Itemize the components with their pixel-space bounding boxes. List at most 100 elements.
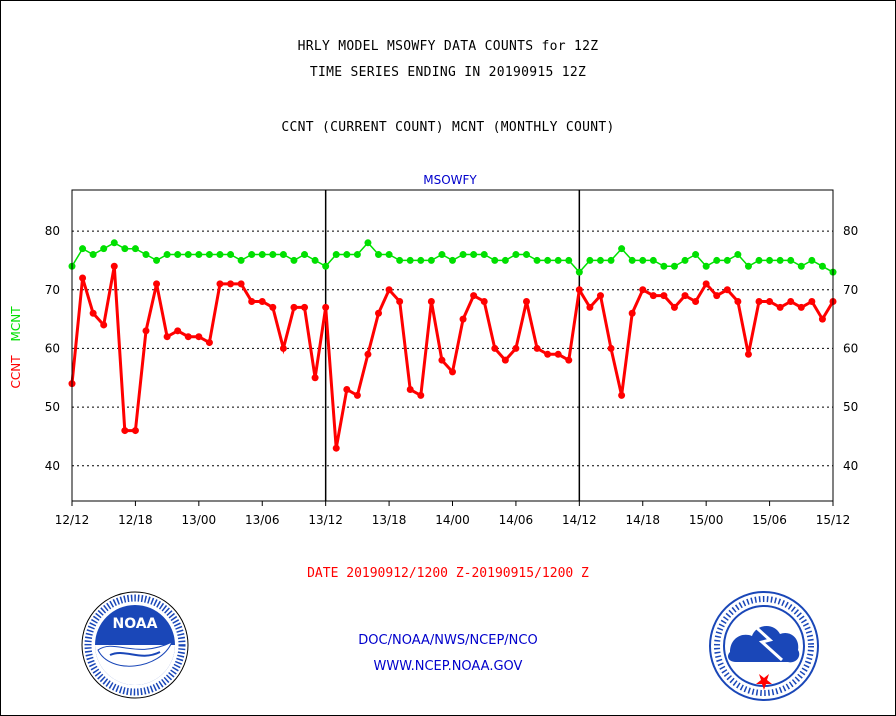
data-point-mcnt [375,251,383,259]
data-point-ccnt [755,297,763,305]
x-tick-label: 15/00 [689,513,724,527]
data-point-mcnt [459,251,467,259]
data-point-mcnt [301,251,309,259]
data-point-ccnt [322,303,330,311]
data-point-ccnt [364,350,372,358]
data-point-ccnt [406,386,414,394]
axes: 40 40 50 50 60 60 70 70 80 80 12/12 12/18 13/00 13/06… [45,224,859,527]
data-point-mcnt [269,251,277,259]
data-point-ccnt [787,297,795,305]
y-tick-label-right: 40 [843,459,858,473]
y-tick-label-left: 70 [45,283,60,297]
data-point-mcnt [311,256,319,264]
chart-title-line1: HRLY MODEL MSOWFY DATA COUNTS for 12Z [297,39,599,54]
data-point-ccnt [565,356,573,364]
data-point-ccnt [723,286,731,294]
data-point-mcnt [692,251,700,259]
data-point-mcnt [702,262,710,270]
y-tick-label-right: 50 [843,400,858,414]
x-tick-label: 14/00 [435,513,470,527]
data-point-mcnt [808,256,816,264]
data-point-ccnt [491,344,499,352]
data-point-mcnt [533,256,541,264]
data-point-mcnt [417,256,425,264]
data-point-mcnt [713,256,721,264]
data-point-ccnt [734,297,742,305]
data-point-mcnt [131,245,139,253]
data-point-ccnt [818,315,826,323]
data-point-ccnt [343,386,351,394]
grid [72,190,833,501]
x-tick-label: 13/12 [308,513,343,527]
data-point-ccnt [649,292,657,300]
data-point-mcnt [544,256,552,264]
data-point-ccnt [153,280,161,288]
data-point-ccnt [480,297,488,305]
data-point-ccnt [396,297,404,305]
data-point-mcnt [153,256,161,264]
data-point-mcnt [512,251,520,259]
data-point-ccnt [692,297,700,305]
x-tick-label: 14/18 [625,513,660,527]
data-point-ccnt [184,333,192,341]
url-link[interactable]: WWW.NCEP.NOAA.GOV [373,659,523,674]
data-point-mcnt [554,256,562,264]
x-tick-label: 15/12 [816,513,851,527]
data-point-ccnt [660,292,668,300]
data-point-ccnt [512,344,520,352]
nws-logo [709,591,819,701]
data-point-mcnt [332,251,340,259]
data-point-mcnt [787,256,795,264]
data-point-mcnt [438,251,446,259]
data-point-mcnt [755,256,763,264]
data-point-mcnt [639,256,647,264]
data-point-ccnt [174,327,182,335]
data-point-ccnt [776,303,784,311]
data-point-ccnt [449,368,456,376]
y-tick-label-left: 50 [45,400,60,414]
data-point-ccnt [131,427,139,435]
data-point-ccnt [681,292,689,300]
data-point-mcnt [184,251,192,259]
data-point-ccnt [459,315,467,323]
data-point-ccnt [628,309,636,317]
data-point-mcnt [195,251,203,259]
data-point-ccnt [258,297,266,305]
data-point-ccnt [618,391,626,399]
data-point-ccnt [501,356,509,364]
data-point-mcnt [248,251,256,259]
data-point-mcnt [670,262,678,270]
y-tick-label-left: 40 [45,459,60,473]
data-point-ccnt [554,350,562,358]
data-point-mcnt [618,245,626,253]
data-point-mcnt [290,256,298,264]
data-point-ccnt [533,344,541,352]
data-point-mcnt [596,256,604,264]
data-point-mcnt [174,251,182,259]
data-point-ccnt [427,297,435,305]
data-point-mcnt [586,256,594,264]
data-point-ccnt [301,303,309,311]
data-point-mcnt [501,256,509,264]
data-point-mcnt [322,262,330,270]
data-point-mcnt [681,256,689,264]
data-point-ccnt [586,303,594,311]
data-point-ccnt [808,297,816,305]
x-tick-label: 15/06 [752,513,787,527]
data-point-mcnt [427,256,435,264]
noaa-logo: NOAA [81,591,189,699]
x-tick-label: 12/12 [55,513,90,527]
data-point-ccnt [544,350,552,358]
data-point-mcnt [237,256,245,264]
data-point-ccnt [79,274,87,282]
date-range: DATE 20190912/1200 Z-20190915/1200 Z [307,566,589,581]
data-point-mcnt [491,256,499,264]
chart-title-line3: CCNT (CURRENT COUNT) MCNT (MONTHLY COUNT… [281,120,615,135]
data-point-ccnt [110,262,118,270]
data-point-ccnt [311,374,319,382]
data-point-ccnt [522,297,530,305]
data-point-ccnt [248,297,256,305]
data-point-mcnt [776,256,784,264]
data-point-mcnt [818,262,826,270]
data-point-ccnt [195,333,203,341]
